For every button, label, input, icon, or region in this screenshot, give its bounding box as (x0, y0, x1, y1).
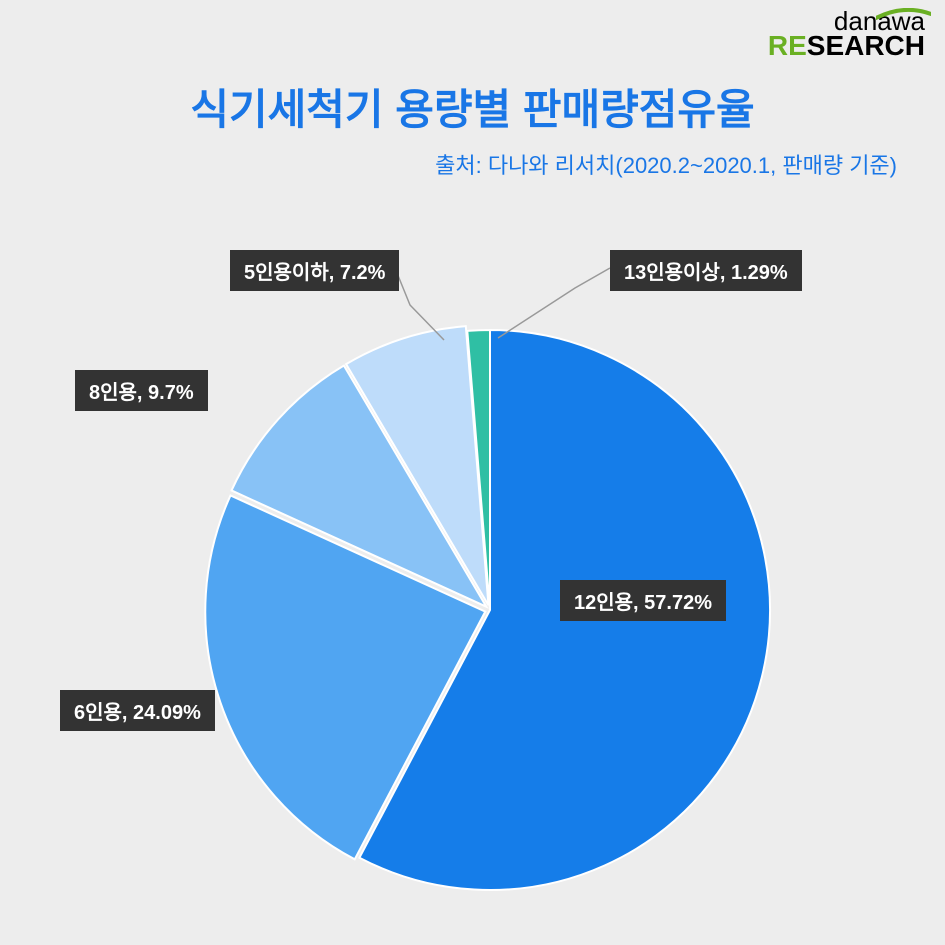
logo-swoosh-icon (876, 8, 931, 20)
logo-top-text: danawa (834, 10, 925, 33)
slice-label-4: 13인용이상, 1.29% (610, 250, 802, 291)
brand-logo: danawa RESEARCH (768, 10, 925, 59)
slice-label-3: 5인용이하, 7.2% (230, 250, 399, 291)
leader-line-4 (498, 268, 610, 338)
chart-title: 식기세척기 용량별 판매량점유율 (0, 76, 945, 137)
slice-label-0: 12인용, 57.72% (560, 580, 726, 621)
pie-chart: 12인용, 57.72% 6인용, 24.09% 8인용, 9.7% 5인용이하, 7… (0, 210, 945, 930)
slice-label-1: 6인용, 24.09% (60, 690, 215, 731)
logo-re: RE (768, 30, 807, 61)
chart-subtitle: 출처: 다나와 리서치(2020.2~2020.1, 판매량 기준) (435, 148, 897, 180)
slice-label-2: 8인용, 9.7% (75, 370, 208, 411)
pie-svg (0, 210, 945, 930)
